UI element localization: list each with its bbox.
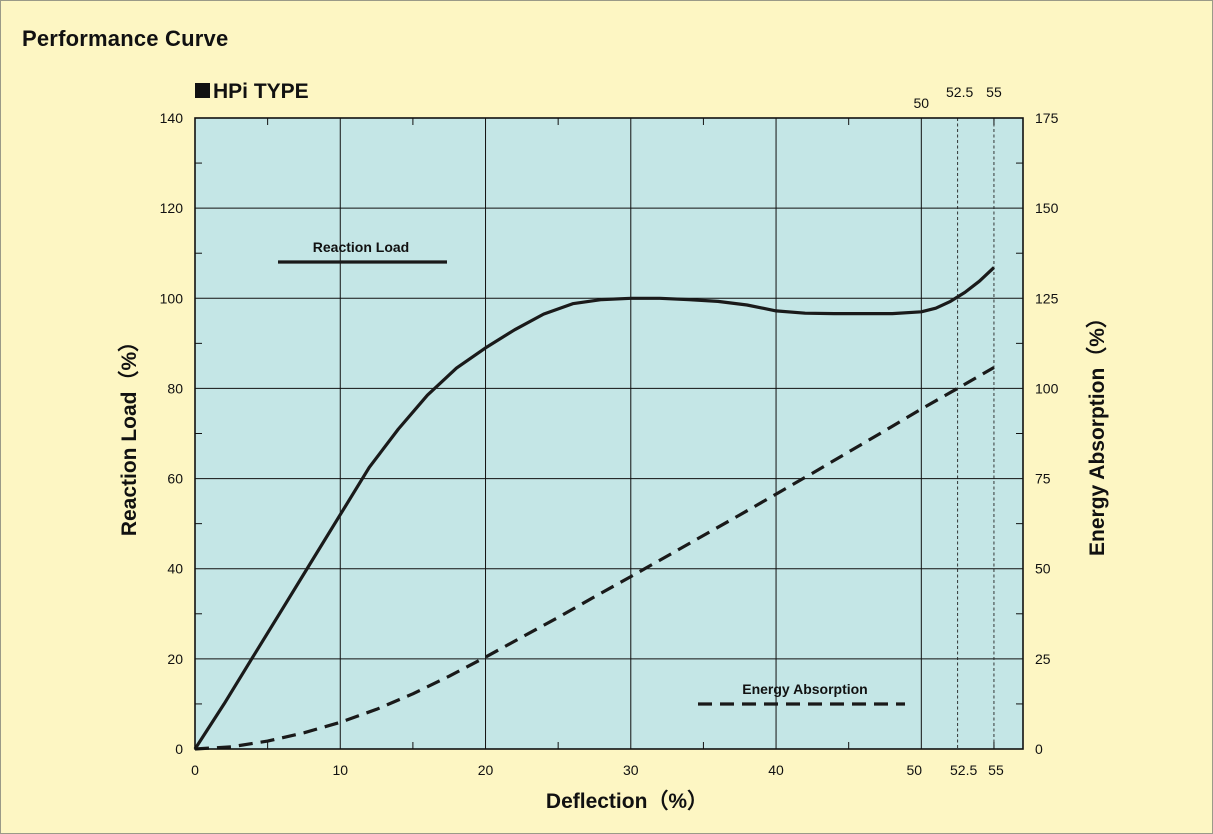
legend-label-reaction-load: Reaction Load — [313, 239, 409, 255]
y-tick-label: 140 — [160, 110, 184, 126]
x-axis-title: Deflection（%） — [546, 789, 708, 813]
reference-lines — [957, 118, 995, 749]
series-line-reaction-load — [193, 266, 995, 750]
page-title: Performance Curve — [22, 26, 229, 51]
plot-background — [195, 118, 1023, 749]
y-tick-label: 100 — [160, 290, 184, 306]
x-tick-label: 20 — [478, 762, 494, 778]
y-tick-label: 120 — [160, 200, 184, 216]
y2-tick-label: 175 — [1035, 110, 1059, 126]
x-tick-label: 55 — [988, 762, 1004, 778]
chart-title: HPi TYPE — [195, 80, 309, 104]
y2-tick-label: 125 — [1035, 290, 1059, 306]
y-tick-label: 40 — [167, 561, 183, 577]
y2-tick-label: 100 — [1035, 380, 1059, 396]
series-line-energy-absorption — [194, 366, 995, 751]
y-tick-label: 0 — [175, 741, 183, 757]
y-axis-title: Reaction Load（%） — [117, 331, 141, 536]
series-layer — [193, 266, 995, 751]
x-tick-label: 0 — [191, 762, 199, 778]
x-top-tick-label: 52.5 — [946, 84, 973, 100]
y2-tick-label: 150 — [1035, 200, 1059, 216]
y2-tick-label: 0 — [1035, 741, 1043, 757]
axes: 0 10 20 30 40 50 52.5 55 50 52.5 55 0 20 40 60 80 100 120… — [160, 84, 1059, 778]
y-tick-label: 60 — [167, 471, 183, 487]
y-tick-label: 80 — [167, 380, 183, 396]
x-tick-label: 10 — [332, 762, 348, 778]
x-tick-label: 40 — [768, 762, 784, 778]
x-top-tick-label: 50 — [914, 95, 930, 111]
x-tick-label: 52.5 — [950, 762, 977, 778]
y2-tick-label: 25 — [1035, 651, 1051, 667]
x-tick-label: 50 — [907, 762, 923, 778]
legend: Reaction Load Energy Absorption — [278, 239, 905, 706]
y2-axis-title: Energy Absorption（%） — [1085, 307, 1109, 556]
y-tick-label: 20 — [167, 651, 183, 667]
y2-tick-label: 50 — [1035, 561, 1051, 577]
plot-area — [195, 118, 1023, 749]
chart-title-text: HPi TYPE — [213, 80, 309, 103]
x-tick-label: 30 — [623, 762, 639, 778]
x-top-tick-label: 55 — [986, 84, 1002, 100]
y2-tick-label: 75 — [1035, 471, 1051, 487]
square-bullet-icon — [195, 83, 210, 98]
legend-label-energy-absorption: Energy Absorption — [742, 681, 868, 697]
axis-labels: Deflection（%） Reaction Load（%） Energy Abso… — [117, 307, 1109, 813]
